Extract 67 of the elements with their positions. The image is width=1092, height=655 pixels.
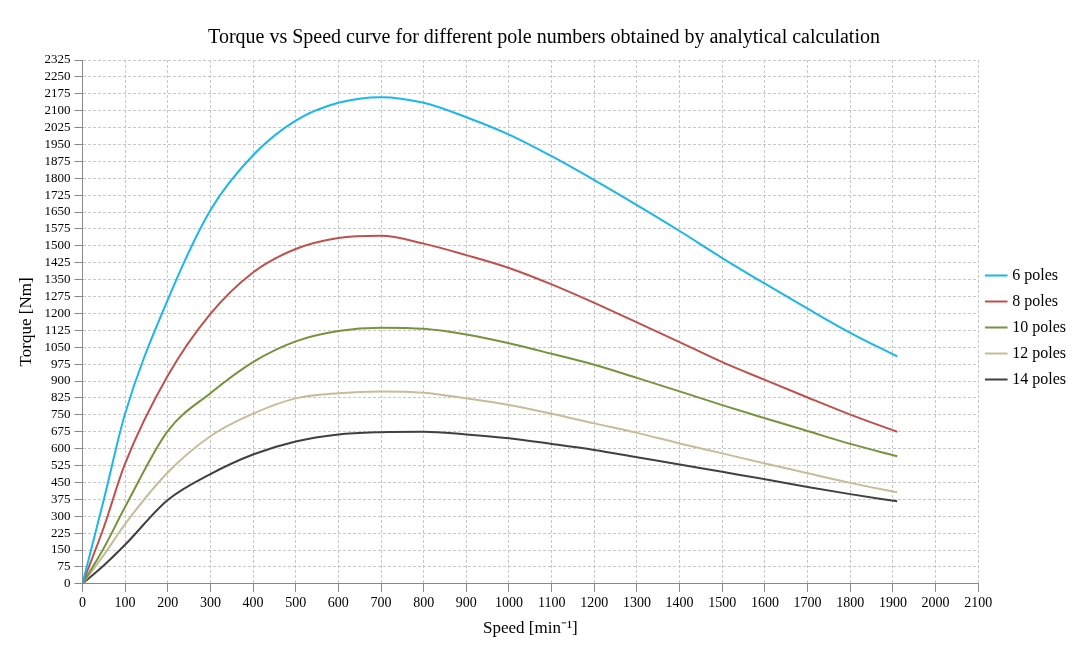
y-tick-label: 1200 [44,304,71,320]
y-tick-label: 1125 [44,321,71,337]
legend-label: 14 poles [1012,369,1067,388]
y-tick-label: 1800 [44,169,71,185]
y-tick-label: 1275 [44,287,71,303]
x-tick-label: 1800 [836,594,865,610]
line-series [82,326,899,584]
x-tick-label: 300 [199,594,221,610]
y-tick-label: 2325 [44,51,71,67]
line-series [82,96,899,584]
y-tick-label: 225 [50,524,71,540]
y-tick-label: 2175 [44,85,71,101]
x-axis-title: Speed [min⁻¹] [482,618,578,638]
y-tick-label: 900 [50,372,71,388]
x-tick-label: 600 [327,594,349,610]
x-tick-label: 400 [242,594,264,610]
x-tick-label: 1000 [494,594,523,610]
legend-label: 6 poles [1012,265,1059,284]
y-tick-label: 1500 [44,237,71,253]
line-series [82,234,899,584]
chart-title: Torque vs Speed curve for different pole numbers obtained by analytical calculation [208,25,880,49]
legend-label: 10 poles [1012,317,1067,336]
y-tick-label: 1650 [44,203,71,219]
x-tick-label: 800 [413,594,435,610]
x-tick-label: 200 [157,594,179,610]
x-tick-label: 1400 [665,594,694,610]
y-tick-label: 2025 [44,119,71,135]
y-tick-label: 675 [50,423,71,439]
y-tick-label: 150 [50,541,71,557]
y-tick-label: 1575 [44,220,71,236]
x-tick-label: 1300 [622,594,651,610]
y-tick-label: 1425 [44,254,71,270]
y-tick-label: 1350 [44,271,71,287]
x-tick-label: 1500 [708,594,737,610]
y-tick-label: 2250 [44,68,71,84]
x-tick-label: 2100 [964,594,993,610]
y-tick-label: 750 [50,406,71,422]
x-tick-label: 900 [455,594,477,610]
y-tick-label: 375 [50,490,71,506]
y-tick-label: 1725 [44,186,71,202]
x-tick-label: 1900 [878,594,907,610]
x-tick-label: 700 [370,594,392,610]
x-tick-label: 0 [78,594,86,610]
y-tick-label: 1050 [44,338,71,354]
y-tick-label: 525 [50,456,71,472]
x-tick-label: 1700 [793,594,822,610]
y-tick-label: 0 [63,575,71,591]
y-tick-label: 825 [50,389,71,405]
x-tick-label: 2000 [921,594,950,610]
x-tick-label: 1600 [750,594,779,610]
legend-label: 12 poles [1012,343,1067,362]
line-series [82,430,899,584]
x-tick-label: 1200 [580,594,609,610]
line-series [82,390,899,584]
x-tick-label: 100 [114,594,136,610]
x-tick-label: 1100 [537,594,566,610]
y-tick-label: 975 [50,355,71,371]
y-tick-label: 1950 [44,135,71,151]
y-tick-label: 600 [50,440,71,456]
legend-label: 8 poles [1012,291,1059,310]
y-axis-title: Torque [Nm] [15,277,35,367]
y-tick-label: 450 [50,473,71,489]
x-tick-label: 500 [285,594,307,610]
y-tick-label: 1875 [44,152,71,168]
y-tick-label: 2100 [44,102,71,118]
y-tick-label: 75 [57,558,71,574]
y-tick-label: 300 [50,507,71,523]
